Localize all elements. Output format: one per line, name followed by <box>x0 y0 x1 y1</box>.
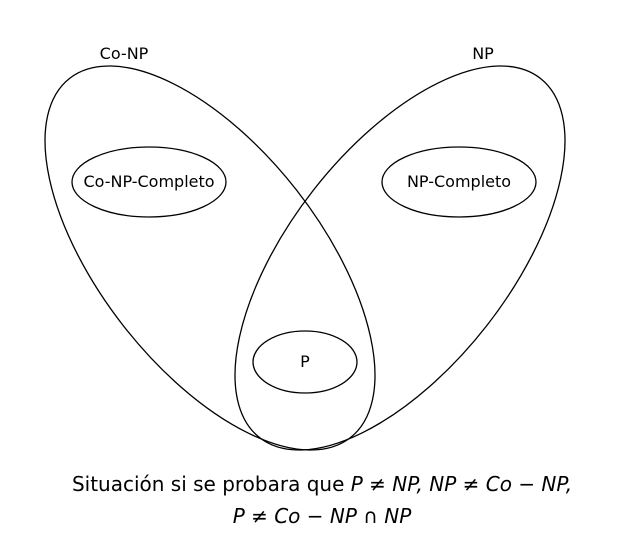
caption-math-2: P ≠ Co − NP ∩ NP <box>232 504 412 528</box>
co-np-label: Co-NP <box>99 44 149 63</box>
caption-text: Situación si se probara que <box>71 472 351 496</box>
np-ellipse <box>234 65 566 451</box>
co-np-completo-ellipse <box>71 146 227 218</box>
np-label: NP <box>472 44 494 63</box>
co-np-completo-label: Co-NP-Completo <box>83 172 215 191</box>
caption-math-1: P ≠ NP, NP ≠ Co − NP, <box>350 472 573 496</box>
caption-line-2: P ≠ Co − NP ∩ NP <box>0 501 644 531</box>
p-ellipse <box>252 330 358 394</box>
np-completo-label: NP-Completo <box>406 172 512 191</box>
np-completo-ellipse <box>381 146 537 218</box>
caption-line-1: Situación si se probara que P ≠ NP, NP ≠… <box>0 469 644 499</box>
p-label: P <box>300 352 310 371</box>
co-np-ellipse <box>44 65 376 451</box>
